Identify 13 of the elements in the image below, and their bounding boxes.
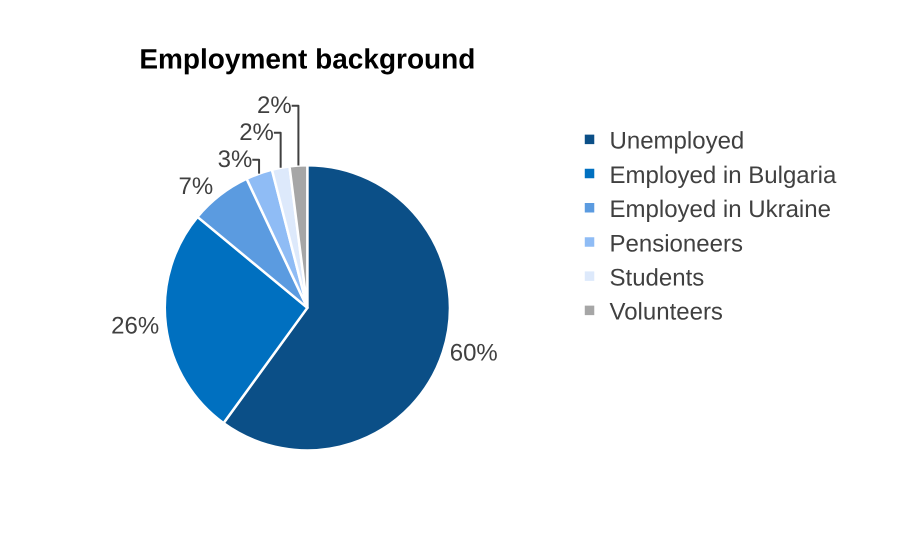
data-label: 3% (218, 146, 252, 174)
legend-label: Employed in Bulgaria (610, 162, 837, 189)
chart-title: Employment background (139, 43, 476, 74)
legend-label: Students (610, 264, 704, 292)
data-label: 2% (239, 119, 274, 146)
legend-label: Volunteers (610, 298, 723, 326)
legend-label: Unemployed (610, 128, 744, 155)
data-label: 60% (450, 340, 498, 367)
legend-label: Employed in Ukraine (610, 196, 831, 224)
data-label: 26% (111, 312, 160, 340)
data-label: 7% (178, 173, 214, 200)
data-label: 2% (256, 92, 292, 120)
legend-label: Pensioneers (610, 230, 743, 258)
